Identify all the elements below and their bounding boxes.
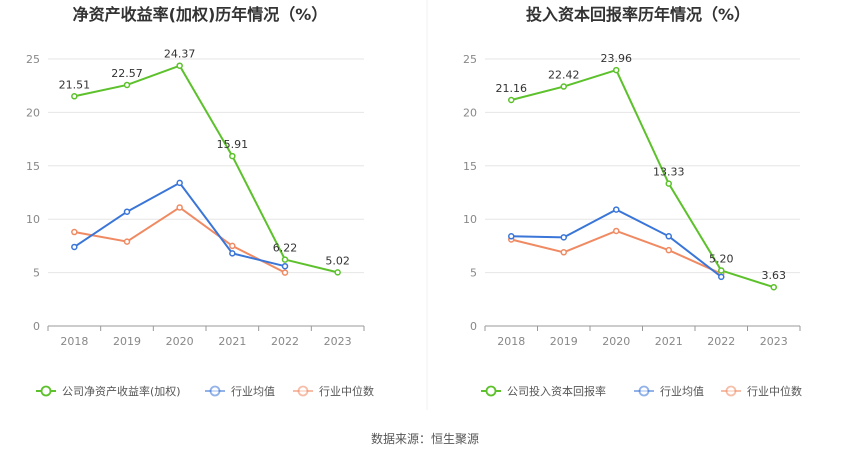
y-tick-label: 25	[463, 53, 477, 66]
x-tick-label: 2022	[271, 335, 299, 348]
y-tick-label: 0	[470, 320, 477, 333]
x-tick-label: 2021	[218, 335, 246, 348]
x-tick-label: 2023	[760, 335, 788, 348]
data-point-company	[229, 152, 236, 160]
data-label: 24.37	[164, 48, 196, 61]
chart-panel-2: 投入资本回报率历年情况（%） 0 5 10 15 20 25 2018 2019 2020 2021…	[463, 5, 802, 398]
x-tick-label: 2019	[550, 335, 578, 348]
data-point-avg	[560, 234, 567, 241]
x-tick-label: 2018	[497, 335, 525, 348]
data-point-median	[229, 242, 236, 250]
data-label: 13.33	[653, 166, 685, 179]
data-point-avg	[281, 262, 289, 270]
data-point-median	[613, 227, 620, 235]
data-point-company	[613, 66, 620, 74]
data-source-note: 数据来源：恒生聚源	[370, 432, 479, 446]
legend-label: 公司投入资本回报率	[507, 384, 606, 398]
legend-item-avg: 行业均值	[634, 385, 704, 398]
data-point-avg	[123, 208, 131, 215]
y-tick-label: 25	[26, 53, 40, 66]
legend-marker	[297, 385, 309, 397]
chart-title: 投入资本回报率历年情况（%）	[526, 5, 750, 24]
series-line-company	[511, 68, 775, 289]
data-label: 21.51	[59, 78, 91, 91]
legend-label: 行业均值	[660, 385, 704, 398]
legend-marker	[40, 385, 52, 397]
data-point-median	[71, 228, 78, 236]
data-point-median	[665, 246, 672, 254]
data-point-company	[560, 83, 567, 90]
data-label: 22.42	[548, 69, 580, 82]
legend-marker	[209, 385, 221, 397]
x-tick-label: 2018	[60, 335, 88, 348]
legend-item-avg: 行业均值	[205, 385, 275, 398]
legend-item-company: 公司投入资本回报率	[481, 384, 606, 398]
data-point-median	[281, 269, 289, 276]
data-point-median	[176, 204, 183, 211]
legend-marker	[638, 385, 650, 397]
data-label: 5.20	[709, 252, 734, 265]
data-label: 15.91	[217, 138, 249, 151]
data-point-company	[281, 256, 289, 263]
series-line-median	[74, 206, 286, 274]
chart-panel-1: 净资产收益率(加权)历年情况（%） 0 5 10 15 20 25 2018 2019 2020 2…	[26, 5, 374, 398]
y-tick-label: 15	[26, 160, 40, 173]
y-tick-label: 15	[463, 160, 477, 173]
data-point-company	[176, 62, 183, 69]
x-tick-label: 2022	[707, 335, 735, 348]
data-label: 23.96	[601, 52, 633, 65]
data-point-company	[123, 81, 131, 89]
y-tick-label: 20	[463, 106, 477, 119]
x-tick-label: 2023	[324, 335, 352, 348]
x-tick-label: 2020	[166, 335, 194, 348]
legend-label: 行业中位数	[747, 384, 802, 398]
data-point-company	[508, 96, 515, 104]
data-label: 6.22	[273, 242, 298, 255]
y-tick-label: 10	[463, 213, 477, 226]
legend-item-median: 行业中位数	[721, 384, 802, 398]
data-label: 21.16	[496, 82, 528, 95]
data-point-avg	[71, 243, 78, 251]
data-label: 3.63	[762, 269, 787, 282]
data-point-company	[718, 267, 725, 274]
y-tick-label: 10	[26, 213, 40, 226]
data-point-avg	[665, 233, 672, 240]
data-point-avg	[508, 233, 515, 240]
data-label: 22.57	[111, 67, 143, 80]
legend-label: 公司净资产收益率(加权)	[62, 384, 181, 398]
legend-item-median: 行业中位数	[293, 384, 374, 398]
data-point-avg	[718, 273, 725, 281]
data-label: 5.02	[325, 254, 350, 267]
data-point-company	[334, 269, 341, 276]
x-tick-label: 2021	[655, 335, 683, 348]
y-tick-label: 5	[33, 267, 40, 280]
y-tick-label: 0	[33, 320, 40, 333]
data-point-avg	[229, 250, 236, 257]
data-point-median	[560, 249, 567, 256]
y-tick-label: 20	[26, 106, 40, 119]
data-point-company	[665, 180, 672, 187]
legend-item-company: 公司净资产收益率(加权)	[36, 384, 181, 398]
legend-label: 行业中位数	[319, 384, 374, 398]
series-line-company	[74, 64, 338, 274]
data-point-median	[123, 238, 131, 245]
data-point-avg	[176, 179, 183, 187]
legend-marker	[725, 385, 737, 397]
data-point-company	[71, 93, 78, 100]
data-point-company	[770, 283, 777, 291]
x-tick-label: 2020	[602, 335, 630, 348]
chart-title: 净资产收益率(加权)历年情况（%）	[73, 5, 328, 24]
legend-label: 行业均值	[231, 385, 275, 398]
data-point-avg	[613, 206, 620, 213]
x-tick-label: 2019	[113, 335, 141, 348]
legend-marker	[485, 385, 497, 397]
y-tick-label: 5	[470, 267, 477, 280]
